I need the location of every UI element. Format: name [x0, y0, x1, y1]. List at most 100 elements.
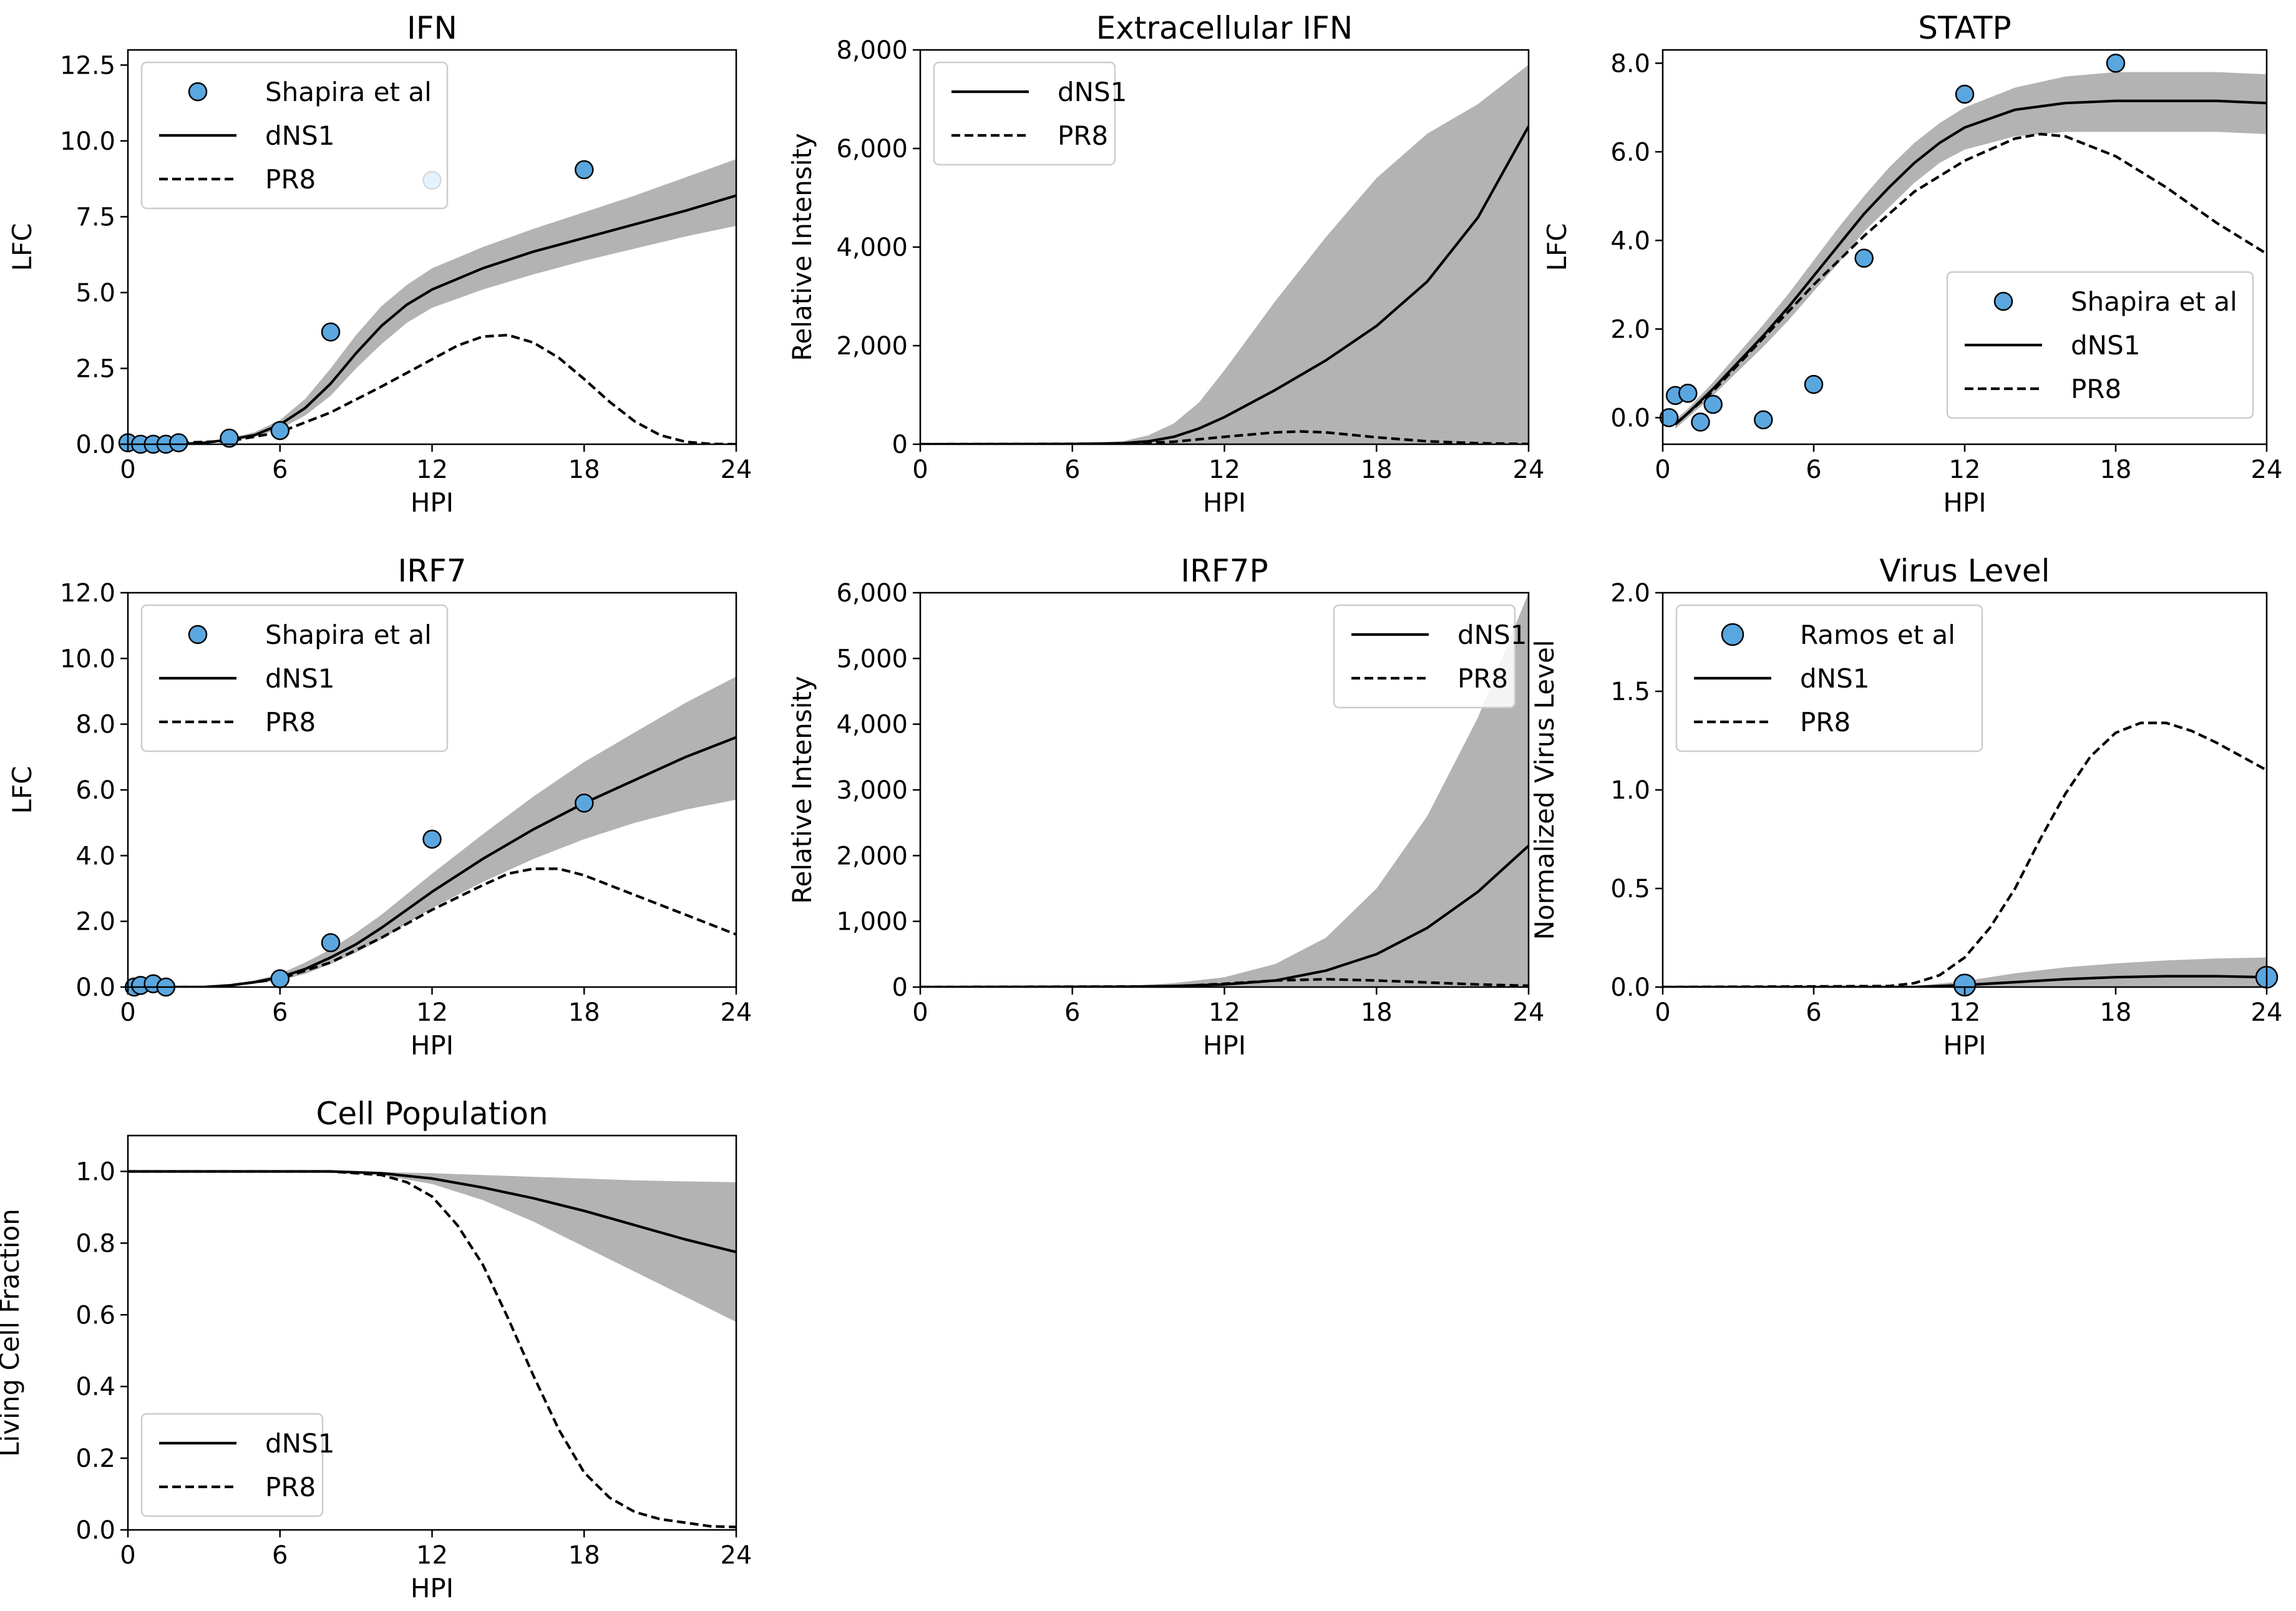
panel-irf7p: 0 6 12 18 24 0 1,000 2,000 3,000 4,000 5,000 6,000 I…	[787, 553, 1544, 1061]
legend: Ramos et al dNS1 PR8	[1675, 604, 1983, 752]
x-tick-label: 24	[2251, 998, 2283, 1027]
y-tick-label: 2.0	[75, 908, 115, 937]
y-tick-label: 10.0	[60, 127, 115, 156]
data-point	[2106, 54, 2126, 73]
chart-title: STATP	[1918, 10, 2011, 46]
x-tick-label: 24	[2251, 455, 2283, 484]
x-tick-label: 18	[2100, 455, 2132, 484]
y-axis-label: LFC	[7, 766, 37, 814]
y-tick-label: 0.0	[75, 973, 115, 1002]
series-line-pr8	[920, 978, 1529, 987]
x-tick-label: 6	[1806, 998, 1821, 1027]
legend-label: dNS1	[265, 663, 334, 694]
data-point	[1754, 410, 1773, 430]
series-line-pr8	[128, 1170, 736, 1529]
y-axis-label: Relative Intensity	[787, 676, 817, 904]
x-tick-label: 24	[721, 1541, 752, 1570]
y-tick-label: 8.0	[75, 711, 115, 739]
legend: Shapira et al dNS1 PR8	[140, 61, 449, 210]
series-line-dns1	[128, 736, 736, 987]
y-tick-label: 10.0	[60, 645, 115, 673]
legend-label: Shapira et al	[265, 620, 432, 650]
y-tick-label: 0.8	[75, 1229, 115, 1258]
legend-box	[140, 1413, 324, 1517]
x-tick-label: 24	[721, 455, 752, 484]
legend-label: PR8	[265, 707, 316, 737]
y-axis-label: Relative Intensity	[787, 133, 817, 361]
data-point	[1953, 973, 1977, 997]
legend-label: dNS1	[265, 120, 334, 151]
y-tick-label: 6,000	[836, 135, 908, 163]
x-tick-label: 0	[120, 1541, 135, 1570]
y-tick-label: 5,000	[836, 645, 908, 673]
legend: dNS1 PR8	[933, 61, 1127, 166]
y-tick-label: 8,000	[836, 36, 908, 65]
x-tick-label: 0	[912, 455, 928, 484]
data-points-shapira-et-al	[124, 793, 594, 997]
y-tick-label: 5.0	[75, 279, 115, 308]
x-tick-label: 12	[1949, 455, 1981, 484]
data-point	[169, 433, 188, 452]
legend-box	[140, 61, 449, 210]
y-tick-label: 0.6	[75, 1301, 115, 1330]
data-point	[575, 793, 594, 813]
x-tick-label: 0	[120, 998, 135, 1027]
y-tick-label: 2.5	[75, 354, 115, 383]
panel-ifn: 0 6 12 18 24 0.0 2.5 5.0 7.5 10.0 12.5 IFN HPI LFC Sha…	[7, 10, 752, 518]
x-tick-label: 12	[1949, 998, 1981, 1027]
x-tick-label: 12	[1209, 455, 1240, 484]
x-tick-label: 18	[2100, 998, 2132, 1027]
y-tick-label: 4,000	[836, 711, 908, 739]
y-tick-label: 2,000	[836, 332, 908, 361]
data-points-ramos-et-al	[1953, 965, 2279, 997]
legend-label: PR8	[2071, 374, 2121, 404]
panel-statp: 0 6 12 18 24 0.0 2.0 4.0 6.0 8.0 STATP HPI LFC Shapir…	[1542, 10, 2282, 518]
x-axis-label: HPI	[1943, 487, 1986, 518]
x-tick-label: 0	[912, 998, 928, 1027]
x-axis-label: HPI	[411, 1030, 454, 1061]
data-point	[1703, 394, 1723, 414]
panel-irf7: 0 6 12 18 24 0.0 2.0 4.0 6.0 8.0 10.0 12.0 IRF7 HPI LF…	[7, 553, 752, 1061]
chart-title: IFN	[407, 10, 457, 46]
x-tick-label: 0	[120, 455, 135, 484]
series-line-pr8	[920, 430, 1529, 444]
x-tick-label: 6	[272, 1541, 288, 1570]
y-tick-label: 8.0	[1610, 49, 1650, 78]
y-tick-label: 2.0	[1610, 315, 1650, 344]
y-tick-label: 12.5	[60, 51, 115, 80]
legend-label: PR8	[1800, 707, 1851, 737]
legend-marker	[1993, 291, 2013, 311]
legend-label: PR8	[1457, 663, 1508, 694]
legend-marker	[1721, 623, 1744, 646]
y-axis-label: Normalized Virus Level	[1529, 640, 1560, 940]
x-axis-label: HPI	[1943, 1030, 1986, 1061]
x-tick-label: 0	[1655, 998, 1670, 1027]
legend: dNS1 PR8	[1333, 604, 1527, 709]
panel-virus-level: 0 6 12 18 24 0.0 0.5 1.0 1.5 2.0 Virus Level HPI Nor…	[1529, 553, 2282, 1061]
x-tick-label: 6	[1806, 455, 1821, 484]
x-tick-label: 6	[272, 998, 288, 1027]
y-tick-label: 1.5	[1610, 678, 1650, 706]
x-tick-label: 24	[1513, 998, 1545, 1027]
data-point	[1678, 384, 1698, 403]
y-tick-label: 2,000	[836, 842, 908, 870]
legend-label: PR8	[1058, 120, 1108, 151]
data-point	[422, 829, 442, 849]
x-tick-label: 18	[568, 1541, 600, 1570]
plot-area	[1674, 72, 2267, 429]
series-line-dns1	[1674, 99, 2267, 426]
x-axis-label: HPI	[411, 487, 454, 518]
data-point	[270, 421, 290, 440]
data-point	[1691, 412, 1710, 432]
y-tick-label: 4.0	[75, 842, 115, 870]
y-tick-label: 1.0	[1610, 776, 1650, 805]
series-line-pr8	[128, 333, 736, 444]
x-axis-label: HPI	[1203, 1030, 1246, 1061]
legend-label: dNS1	[1800, 663, 1869, 694]
x-tick-label: 24	[1513, 455, 1545, 484]
legend-marker	[188, 82, 208, 102]
x-tick-label: 24	[721, 998, 752, 1027]
legend-box	[1946, 271, 2254, 419]
